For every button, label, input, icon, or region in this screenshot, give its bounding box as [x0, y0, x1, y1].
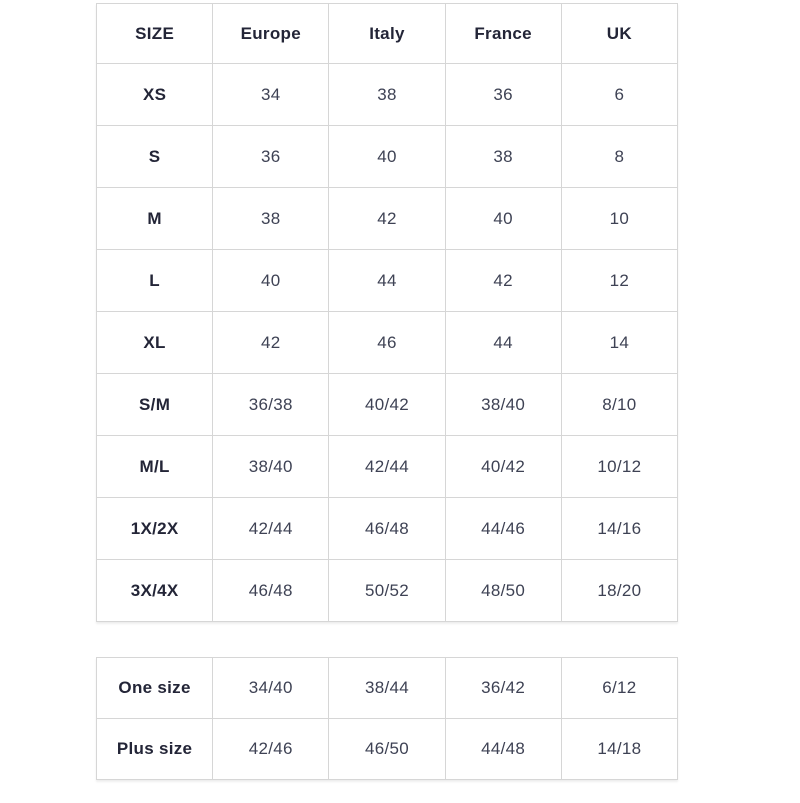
data-cell: 36 — [444, 63, 562, 126]
header-europe: Europe — [212, 3, 330, 64]
table-row-xs: XS 34 38 36 6 — [95, 63, 679, 126]
data-cell: 48/50 — [444, 559, 562, 622]
data-cell: 40 — [444, 187, 562, 250]
data-cell: 14 — [560, 311, 679, 374]
row-label: XS — [95, 63, 214, 126]
data-cell: 44 — [444, 311, 562, 374]
data-cell: 44/48 — [444, 718, 562, 780]
data-cell: 10 — [560, 187, 679, 250]
header-size: SIZE — [95, 3, 214, 64]
data-cell: 40 — [212, 249, 330, 312]
data-cell: 38/40 — [212, 435, 330, 498]
data-cell: 38 — [444, 125, 562, 188]
data-cell: 40 — [328, 125, 446, 188]
data-cell: 38 — [328, 63, 446, 126]
row-label: 1X/2X — [95, 497, 214, 560]
data-cell: 14/18 — [560, 718, 679, 780]
data-cell: 8 — [560, 125, 679, 188]
header-italy: Italy — [328, 3, 446, 64]
row-label: XL — [95, 311, 214, 374]
row-label: Plus size — [95, 718, 214, 780]
data-cell: 46/48 — [328, 497, 446, 560]
data-cell: 42 — [444, 249, 562, 312]
header-row: SIZE Europe Italy France UK — [95, 3, 679, 64]
data-cell: 42 — [328, 187, 446, 250]
data-cell: 46 — [328, 311, 446, 374]
data-cell: 40/42 — [328, 373, 446, 436]
data-cell: 34 — [212, 63, 330, 126]
data-cell: 8/10 — [560, 373, 679, 436]
data-cell: 46/50 — [328, 718, 446, 780]
data-cell: 36/42 — [444, 657, 562, 719]
table-row-s: S 36 40 38 8 — [95, 125, 679, 188]
data-cell: 38/44 — [328, 657, 446, 719]
data-cell: 6 — [560, 63, 679, 126]
table-row-plus-size: Plus size 42/46 46/50 44/48 14/18 — [95, 718, 679, 780]
data-cell: 50/52 — [328, 559, 446, 622]
row-label: One size — [95, 657, 214, 719]
data-cell: 36 — [212, 125, 330, 188]
data-cell: 40/42 — [444, 435, 562, 498]
data-cell: 44/46 — [444, 497, 562, 560]
data-cell: 42 — [212, 311, 330, 374]
table-row-3x4x: 3X/4X 46/48 50/52 48/50 18/20 — [95, 559, 679, 622]
row-label: 3X/4X — [95, 559, 214, 622]
header-france: France — [444, 3, 562, 64]
data-cell: 10/12 — [560, 435, 679, 498]
row-label: M — [95, 187, 214, 250]
data-cell: 14/16 — [560, 497, 679, 560]
data-cell: 44 — [328, 249, 446, 312]
table-row-sm: S/M 36/38 40/42 38/40 8/10 — [95, 373, 679, 436]
data-cell: 38 — [212, 187, 330, 250]
table-row-l: L 40 44 42 12 — [95, 249, 679, 312]
data-cell: 6/12 — [560, 657, 679, 719]
table-row-one-size: One size 34/40 38/44 36/42 6/12 — [95, 657, 679, 719]
row-label: S — [95, 125, 214, 188]
table-row-m: M 38 42 40 10 — [95, 187, 679, 250]
data-cell: 42/46 — [212, 718, 330, 780]
row-label: L — [95, 249, 214, 312]
row-label: M/L — [95, 435, 214, 498]
table-row-xl: XL 42 46 44 14 — [95, 311, 679, 374]
data-cell: 12 — [560, 249, 679, 312]
data-cell: 46/48 — [212, 559, 330, 622]
data-cell: 36/38 — [212, 373, 330, 436]
size-conversion-section: SIZE Europe Italy France UK XS 34 38 36 … — [95, 3, 679, 780]
table-row-ml: M/L 38/40 42/44 40/42 10/12 — [95, 435, 679, 498]
row-label: S/M — [95, 373, 214, 436]
header-uk: UK — [560, 3, 679, 64]
data-cell: 18/20 — [560, 559, 679, 622]
data-cell: 42/44 — [212, 497, 330, 560]
size-conversion-table: SIZE Europe Italy France UK XS 34 38 36 … — [95, 3, 679, 622]
special-sizes-table: One size 34/40 38/44 36/42 6/12 Plus siz… — [95, 657, 679, 780]
data-cell: 38/40 — [444, 373, 562, 436]
table-row-1x2x: 1X/2X 42/44 46/48 44/46 14/16 — [95, 497, 679, 560]
data-cell: 34/40 — [212, 657, 330, 719]
data-cell: 42/44 — [328, 435, 446, 498]
